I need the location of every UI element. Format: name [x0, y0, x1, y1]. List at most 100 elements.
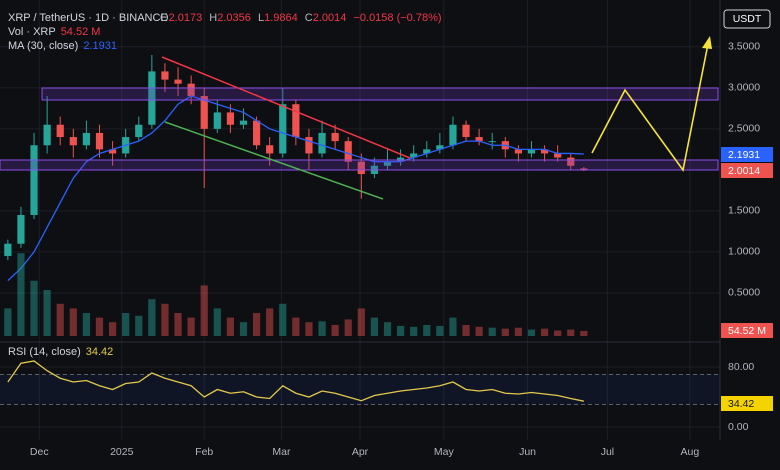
candle-body: [436, 145, 444, 150]
x-tick-label: Aug: [681, 446, 700, 458]
candle-body: [540, 149, 549, 154]
candle-body: [449, 124, 457, 146]
candle-body: [200, 96, 208, 129]
volume-bar: [252, 313, 261, 336]
symbol: XRP / TetherUS · 1D · BINANCE: [8, 12, 168, 24]
l-value: 1.9864: [264, 12, 298, 24]
y-tick-label: 1.5000: [728, 205, 760, 217]
candle-body: [252, 120, 261, 146]
volume-bar: [410, 326, 418, 336]
volume-bar: [305, 322, 313, 336]
candle-body: [213, 112, 221, 129]
volume-bar: [383, 322, 392, 336]
rsi-name: RSI (14, close): [8, 346, 81, 358]
volume-bar: [462, 324, 470, 336]
h-key: H: [209, 12, 217, 24]
volume-tag-text: 54.52 M: [728, 325, 766, 337]
volume-bar: [423, 324, 431, 336]
y-tick-label: 80.00: [728, 361, 754, 373]
volume-legend: Vol · XRP 54.52 M: [8, 26, 100, 38]
candle-body: [475, 137, 483, 142]
candle-body: [344, 141, 352, 162]
h-value: 2.0356: [217, 12, 251, 24]
volume-bar: [108, 322, 117, 336]
candle-body: [357, 161, 365, 174]
volume-bar: [226, 317, 234, 336]
candle-body: [331, 132, 339, 142]
volume-bar: [174, 313, 182, 336]
candle-body: [383, 161, 392, 166]
volume-bar: [82, 313, 90, 336]
rsi-band: [0, 374, 720, 405]
volume-bar: [95, 317, 104, 336]
volume-bar: [331, 324, 339, 336]
volume-bar: [396, 325, 405, 336]
x-tick-label: Mar: [272, 446, 291, 458]
x-tick-label: Dec: [30, 446, 49, 458]
volume-bar: [266, 308, 274, 336]
volume-bar: [554, 330, 562, 336]
trend-line: [164, 121, 384, 200]
ma-legend: MA (30, close) 2.1931: [8, 40, 117, 52]
candle-body: [239, 120, 248, 125]
volume-bar: [357, 308, 365, 336]
currency-box[interactable]: [723, 9, 771, 29]
volume-bar: [56, 303, 64, 336]
volume-bar: [527, 329, 536, 336]
candle-body: [4, 243, 12, 257]
volume-bar: [239, 322, 248, 336]
line-series: [7, 95, 584, 282]
ma-price-tag-text: 2.1931: [728, 149, 760, 161]
volume-bar: [292, 317, 300, 336]
candle-body: [108, 149, 117, 154]
x-tick-label: Jun: [519, 446, 536, 458]
candle-body: [266, 145, 274, 154]
marks: Dec 2025 Feb Mar Apr May Jun Jul Aug 0.5000 1.0000…: [0, 41, 760, 458]
rsi-tag-text: 34.42: [728, 398, 754, 410]
x-tick-label: Feb: [195, 446, 213, 458]
ma-price-tag: [721, 147, 773, 162]
candle-body: [95, 132, 104, 150]
volume-tag: [721, 323, 773, 338]
candle-body: [69, 137, 77, 146]
volume-bar: [17, 253, 25, 336]
x-tick-label: 2025: [110, 446, 134, 458]
c-value: 2.0014: [313, 12, 347, 24]
arrow-head: [702, 36, 712, 49]
volume-bar: [514, 327, 522, 336]
change: −0.0158 (−0.78%): [353, 12, 441, 24]
candle-body: [43, 124, 51, 146]
y-tick-label: 3.5000: [728, 41, 760, 53]
ohlc: O2.0173 H2.0356 L1.9864 C2.0014 −0.0158 …: [160, 12, 442, 24]
candle-body: [423, 149, 431, 154]
candle-body: [305, 137, 313, 154]
line-series: [7, 360, 584, 402]
candle-body: [462, 124, 470, 138]
volume-bar: [135, 315, 143, 336]
resistance-zone: [41, 87, 719, 101]
candle-body: [135, 124, 143, 138]
candle-body: [488, 141, 496, 143]
o-value: 2.0173: [169, 12, 203, 24]
candle-body: [161, 71, 169, 80]
x-tick-label: Apr: [352, 446, 369, 458]
candle-body: [554, 153, 562, 158]
candle-body: [410, 153, 418, 158]
o-key: O: [160, 12, 169, 24]
y-tick-label: 0.00: [728, 421, 749, 433]
candle-body: [527, 149, 536, 154]
volume-bar: [540, 328, 549, 336]
volume-bar: [567, 329, 575, 336]
volume-bar: [501, 328, 509, 336]
currency[interactable]: USDT: [733, 13, 762, 25]
volume-bar: [122, 313, 130, 336]
volume-bar: [488, 327, 496, 336]
volume-bar: [30, 280, 38, 336]
volume-bar: [475, 326, 483, 336]
rsi-value: 34.42: [86, 346, 114, 358]
candle-body: [580, 168, 588, 170]
y-tick-label: 1.0000: [728, 246, 760, 258]
trend-line: [161, 56, 411, 159]
volume-bar: [213, 308, 221, 336]
